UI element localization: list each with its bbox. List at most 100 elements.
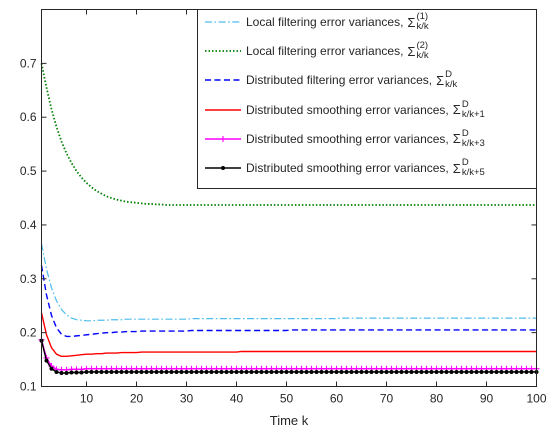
legend-subscript: k/k+1: [461, 108, 485, 120]
legend-entry: Distributed smoothing error variances, Σ D…: [198, 96, 485, 124]
series-6-dot-marker: [409, 369, 414, 374]
series-3: [40, 265, 537, 338]
plot-area: [38, 63, 540, 376]
series-5: [38, 336, 540, 373]
series-6-dot-marker: [379, 369, 384, 374]
legend-dot-marker: [221, 166, 225, 170]
legend-entry: Local filtering error variances, Σ (1) k/k: [198, 8, 429, 36]
series-6-dot-marker: [454, 369, 459, 374]
series-6-dot-marker: [299, 369, 304, 374]
y-tick-label: 0.2: [20, 326, 37, 340]
legend-label: Distributed smoothing error variances,: [246, 131, 449, 146]
series-6-dot-marker: [424, 369, 429, 374]
x-tick-label: 40: [230, 392, 244, 406]
series-6-dot-marker: [259, 369, 264, 374]
series-6-dot-marker: [434, 369, 439, 374]
series-6-dot-marker: [289, 369, 294, 374]
series-6-dot-marker: [509, 369, 514, 374]
sigma-symbol: Σ: [436, 72, 445, 88]
series-6-dot-marker: [49, 366, 54, 371]
series-6-dot-marker: [199, 369, 204, 374]
series-6-dot-marker: [499, 369, 504, 374]
series-6-dot-marker: [404, 369, 409, 374]
series-6-dot-marker: [439, 369, 444, 374]
series-6-dot-marker: [459, 369, 464, 374]
series-6-dot-marker: [99, 369, 104, 374]
series-6-dot-marker: [44, 358, 49, 363]
series-6-dot-marker: [244, 369, 249, 374]
series-6-dot-marker: [174, 369, 179, 374]
series-6-dot-marker: [84, 369, 89, 374]
x-tick-label: 90: [480, 392, 494, 406]
series-6-dot-marker: [514, 369, 519, 374]
series-6-dot-marker: [309, 369, 314, 374]
series-6-dot-marker: [389, 369, 394, 374]
series-6-dot-marker: [314, 369, 319, 374]
series-6-dot-marker: [154, 369, 159, 374]
sigma-symbol: Σ: [452, 160, 461, 176]
series-6: [39, 338, 539, 376]
series-6-dot-marker: [279, 369, 284, 374]
series-6-dot-marker: [164, 369, 169, 374]
series-6-dot-marker: [414, 369, 419, 374]
legend-scripts: (2) k/k: [416, 41, 428, 61]
series-6-dot-marker: [474, 369, 479, 374]
legend-line-sample: [205, 21, 241, 23]
series-6-dot-marker: [304, 369, 309, 374]
series-6-dot-marker: [294, 369, 299, 374]
y-tick-label: 0.3: [20, 272, 37, 286]
series-6-dot-marker: [449, 369, 454, 374]
series-6-dot-marker: [239, 369, 244, 374]
series-6-dot-marker: [319, 369, 324, 374]
series-6-dot-marker: [429, 369, 434, 374]
series-6-dot-marker: [179, 369, 184, 374]
series-6-dot-marker: [74, 370, 79, 375]
legend-superscript: D: [461, 157, 469, 168]
series-3-line: [40, 265, 537, 338]
series-6-dot-marker: [384, 369, 389, 374]
series-6-dot-marker: [104, 369, 109, 374]
series-6-dot-marker: [59, 371, 64, 376]
y-tick-label: 0.6: [20, 110, 37, 124]
x-axis-label: Time k: [270, 413, 309, 428]
series-6-dot-marker: [169, 369, 174, 374]
series-6-dot-marker: [69, 370, 74, 375]
series-6-dot-marker: [189, 369, 194, 374]
legend-superscript: (2): [416, 40, 429, 52]
series-6-dot-marker: [249, 369, 254, 374]
y-tick-label: 0.1: [20, 380, 37, 394]
legend-label: Distributed filtering error variances,: [246, 73, 433, 88]
legend-subscript: k/k: [416, 21, 429, 32]
series-4: [40, 312, 537, 358]
series-6-dot-marker: [204, 369, 209, 374]
legend-label: Distributed smoothing error variances,: [246, 161, 449, 175]
series-6-dot-marker: [184, 369, 189, 374]
series-6-dot-marker: [219, 369, 224, 374]
series-6-dot-marker: [484, 369, 489, 374]
x-tick-label: 100: [526, 392, 546, 406]
series-6-dot-marker: [224, 369, 229, 374]
series-6-dot-marker: [489, 369, 494, 374]
series-2: [40, 63, 537, 206]
legend-line-sample: [205, 50, 241, 53]
series-2-line: [40, 63, 537, 206]
series-6-dot-marker: [114, 369, 119, 374]
legend-entry: Distributed filtering error variances, Σ D…: [198, 66, 457, 94]
series-6-dot-marker: [479, 369, 484, 374]
series-6-dot-marker: [64, 371, 69, 376]
series-6-dot-marker: [464, 369, 469, 374]
sigma-symbol: Σ: [452, 102, 461, 118]
series-6-dot-marker: [524, 369, 529, 374]
legend-line-sample: [205, 79, 241, 82]
series-6-dot-marker: [159, 369, 164, 374]
series-6-dot-marker: [504, 369, 509, 374]
series-6-dot-marker: [124, 369, 129, 374]
sigma-symbol: Σ: [452, 131, 461, 147]
series-6-dot-marker: [229, 369, 234, 374]
series-6-dot-marker: [529, 369, 534, 374]
series-6-dot-marker: [94, 369, 99, 374]
series-6-dot-marker: [129, 369, 134, 374]
series-6-dot-marker: [494, 369, 499, 374]
series-6-dot-marker: [254, 369, 259, 374]
